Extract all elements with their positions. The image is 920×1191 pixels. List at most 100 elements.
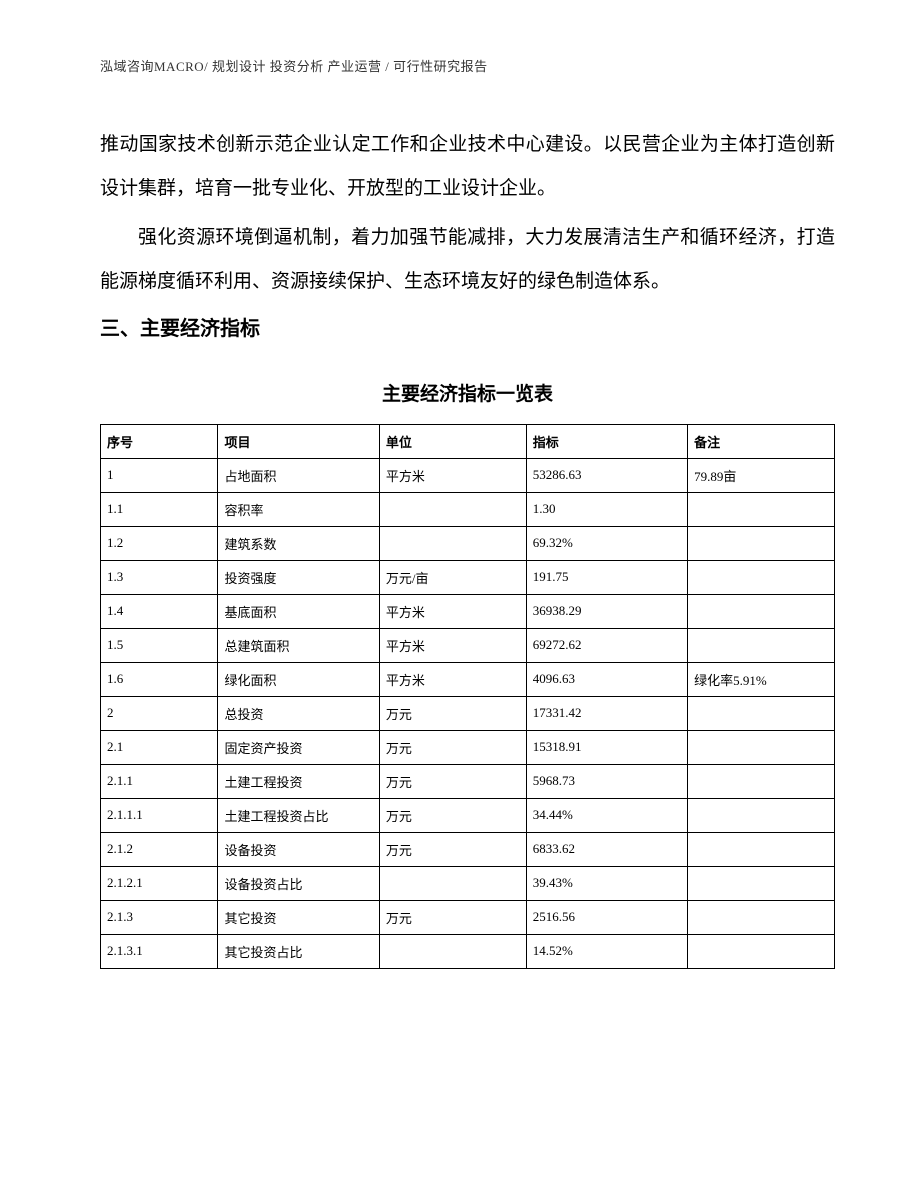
cell-seq: 1.6: [101, 662, 218, 696]
cell-item: 建筑系数: [218, 526, 379, 560]
th-seq: 序号: [101, 424, 218, 458]
cell-item: 总建筑面积: [218, 628, 379, 662]
cell-note: [688, 832, 835, 866]
table-header-row: 序号 项目 单位 指标 备注: [101, 424, 835, 458]
cell-note: [688, 798, 835, 832]
cell-unit: 万元: [379, 798, 526, 832]
cell-item: 容积率: [218, 492, 379, 526]
cell-seq: 2.1.1: [101, 764, 218, 798]
economic-indicators-table: 序号 项目 单位 指标 备注 1 占地面积 平方米 53286.63 79.89…: [100, 424, 835, 969]
cell-index: 14.52%: [526, 934, 687, 968]
table-row: 1.3 投资强度 万元/亩 191.75: [101, 560, 835, 594]
cell-unit: 平方米: [379, 458, 526, 492]
cell-unit: [379, 866, 526, 900]
cell-index: 6833.62: [526, 832, 687, 866]
cell-note: [688, 560, 835, 594]
cell-index: 17331.42: [526, 696, 687, 730]
table-row: 1.6 绿化面积 平方米 4096.63 绿化率5.91%: [101, 662, 835, 696]
cell-item: 设备投资占比: [218, 866, 379, 900]
cell-index: 53286.63: [526, 458, 687, 492]
paragraph-1: 推动国家技术创新示范企业认定工作和企业技术中心建设。以民营企业为主体打造创新设计…: [100, 123, 835, 210]
cell-index: 34.44%: [526, 798, 687, 832]
table-row: 2.1.3 其它投资 万元 2516.56: [101, 900, 835, 934]
cell-unit: 万元: [379, 832, 526, 866]
cell-unit: [379, 526, 526, 560]
cell-seq: 2: [101, 696, 218, 730]
table-row: 2.1 固定资产投资 万元 15318.91: [101, 730, 835, 764]
cell-index: 39.43%: [526, 866, 687, 900]
cell-item: 土建工程投资占比: [218, 798, 379, 832]
cell-seq: 2.1.3.1: [101, 934, 218, 968]
table-row: 2.1.2.1 设备投资占比 39.43%: [101, 866, 835, 900]
cell-note: 79.89亩: [688, 458, 835, 492]
table-row: 1.5 总建筑面积 平方米 69272.62: [101, 628, 835, 662]
table-row: 2.1.2 设备投资 万元 6833.62: [101, 832, 835, 866]
cell-item: 绿化面积: [218, 662, 379, 696]
cell-item: 其它投资占比: [218, 934, 379, 968]
cell-unit: 万元: [379, 730, 526, 764]
cell-index: 1.30: [526, 492, 687, 526]
cell-unit: 万元: [379, 696, 526, 730]
cell-unit: [379, 934, 526, 968]
cell-note: [688, 900, 835, 934]
table-row: 1 占地面积 平方米 53286.63 79.89亩: [101, 458, 835, 492]
cell-item: 其它投资: [218, 900, 379, 934]
cell-seq: 2.1.2: [101, 832, 218, 866]
cell-unit: 平方米: [379, 594, 526, 628]
cell-unit: 万元/亩: [379, 560, 526, 594]
cell-index: 36938.29: [526, 594, 687, 628]
cell-seq: 1.3: [101, 560, 218, 594]
table-row: 1.1 容积率 1.30: [101, 492, 835, 526]
table-row: 2.1.3.1 其它投资占比 14.52%: [101, 934, 835, 968]
cell-index: 69.32%: [526, 526, 687, 560]
cell-seq: 1.4: [101, 594, 218, 628]
cell-note: [688, 594, 835, 628]
table-row: 2.1.1.1 土建工程投资占比 万元 34.44%: [101, 798, 835, 832]
document-page: 泓域咨询MACRO/ 规划设计 投资分析 产业运营 / 可行性研究报告 推动国家…: [0, 0, 920, 1191]
table-row: 2.1.1 土建工程投资 万元 5968.73: [101, 764, 835, 798]
page-header: 泓域咨询MACRO/ 规划设计 投资分析 产业运营 / 可行性研究报告: [100, 56, 835, 75]
cell-index: 15318.91: [526, 730, 687, 764]
th-item: 项目: [218, 424, 379, 458]
cell-unit: 平方米: [379, 628, 526, 662]
cell-note: [688, 526, 835, 560]
cell-note: [688, 492, 835, 526]
cell-index: 5968.73: [526, 764, 687, 798]
table-row: 1.2 建筑系数 69.32%: [101, 526, 835, 560]
cell-seq: 1.1: [101, 492, 218, 526]
cell-unit: 万元: [379, 900, 526, 934]
cell-note: [688, 730, 835, 764]
cell-index: 69272.62: [526, 628, 687, 662]
cell-item: 土建工程投资: [218, 764, 379, 798]
th-index: 指标: [526, 424, 687, 458]
table-row: 2 总投资 万元 17331.42: [101, 696, 835, 730]
cell-item: 占地面积: [218, 458, 379, 492]
table-body: 1 占地面积 平方米 53286.63 79.89亩 1.1 容积率 1.30 …: [101, 458, 835, 968]
cell-item: 总投资: [218, 696, 379, 730]
section-heading: 三、主要经济指标: [100, 312, 835, 341]
cell-note: [688, 866, 835, 900]
cell-unit: 平方米: [379, 662, 526, 696]
table-row: 1.4 基底面积 平方米 36938.29: [101, 594, 835, 628]
cell-item: 投资强度: [218, 560, 379, 594]
cell-note: [688, 628, 835, 662]
cell-unit: 万元: [379, 764, 526, 798]
cell-index: 191.75: [526, 560, 687, 594]
cell-note: [688, 696, 835, 730]
cell-note: [688, 764, 835, 798]
th-unit: 单位: [379, 424, 526, 458]
cell-seq: 2.1.1.1: [101, 798, 218, 832]
cell-seq: 1.5: [101, 628, 218, 662]
cell-seq: 2.1.2.1: [101, 866, 218, 900]
paragraph-2: 强化资源环境倒逼机制，着力加强节能减排，大力发展清洁生产和循环经济，打造能源梯度…: [100, 216, 835, 303]
cell-seq: 2.1.3: [101, 900, 218, 934]
cell-seq: 1.2: [101, 526, 218, 560]
th-note: 备注: [688, 424, 835, 458]
cell-unit: [379, 492, 526, 526]
cell-item: 固定资产投资: [218, 730, 379, 764]
cell-index: 2516.56: [526, 900, 687, 934]
cell-seq: 2.1: [101, 730, 218, 764]
cell-item: 基底面积: [218, 594, 379, 628]
cell-index: 4096.63: [526, 662, 687, 696]
table-title: 主要经济指标一览表: [100, 379, 835, 406]
